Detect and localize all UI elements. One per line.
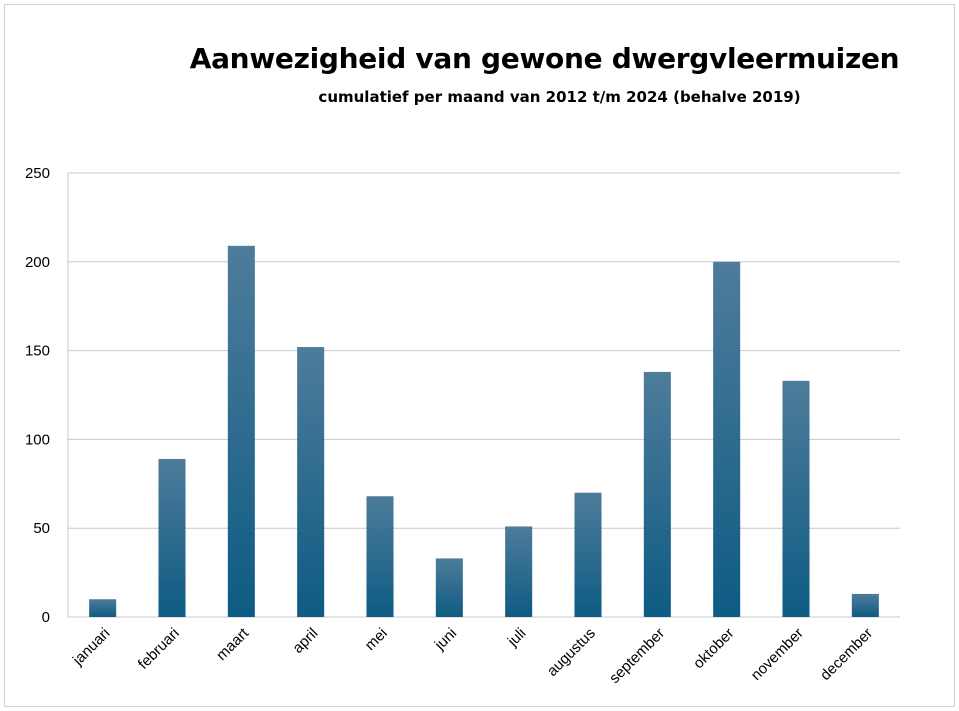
- bar-februari: [158, 458, 186, 617]
- x-tick-label: juli: [504, 625, 530, 651]
- bar-oktober: [713, 261, 741, 617]
- y-axis-ticks: 0 50 100 150 200 250: [25, 165, 50, 626]
- y-tick-label: 50: [33, 520, 50, 537]
- x-tick-label: september: [606, 625, 668, 687]
- bar-januari: [89, 599, 117, 617]
- bar-maart: [227, 245, 255, 618]
- x-tick-label: augustus: [544, 625, 599, 680]
- bar-mei: [366, 496, 394, 617]
- bar-juli: [505, 526, 533, 617]
- x-tick-label: juni: [431, 625, 460, 654]
- x-axis-ticks: januari februari maart april mei juni juli augu…: [69, 624, 876, 687]
- bar-september: [643, 371, 671, 617]
- x-tick-label: mei: [362, 625, 391, 654]
- y-tick-label: 200: [25, 254, 50, 271]
- x-tick-label: november: [748, 625, 807, 684]
- y-tick-label: 150: [25, 343, 50, 360]
- y-tick-label: 100: [25, 431, 50, 448]
- bar-april: [297, 347, 325, 617]
- y-tick-label: 250: [25, 165, 50, 182]
- x-tick-label: januari: [69, 625, 114, 670]
- x-tick-label: december: [817, 625, 876, 684]
- chart-title: Aanwezigheid van gewone dwergvleermuizen: [189, 42, 900, 75]
- bar-november: [782, 380, 810, 617]
- x-tick-label: februari: [135, 625, 183, 673]
- x-tick-label: april: [289, 625, 321, 657]
- bars: [89, 245, 879, 618]
- x-tick-label: maart: [213, 624, 253, 664]
- bar-juni: [435, 558, 463, 617]
- bar-augustus: [574, 492, 602, 617]
- y-tick-label: 0: [42, 609, 50, 626]
- x-tick-label: oktober: [690, 625, 737, 672]
- bar-december: [851, 593, 879, 617]
- chart-subtitle: cumulatief per maand van 2012 t/m 2024 (…: [318, 88, 801, 106]
- gridlines: [67, 172, 900, 618]
